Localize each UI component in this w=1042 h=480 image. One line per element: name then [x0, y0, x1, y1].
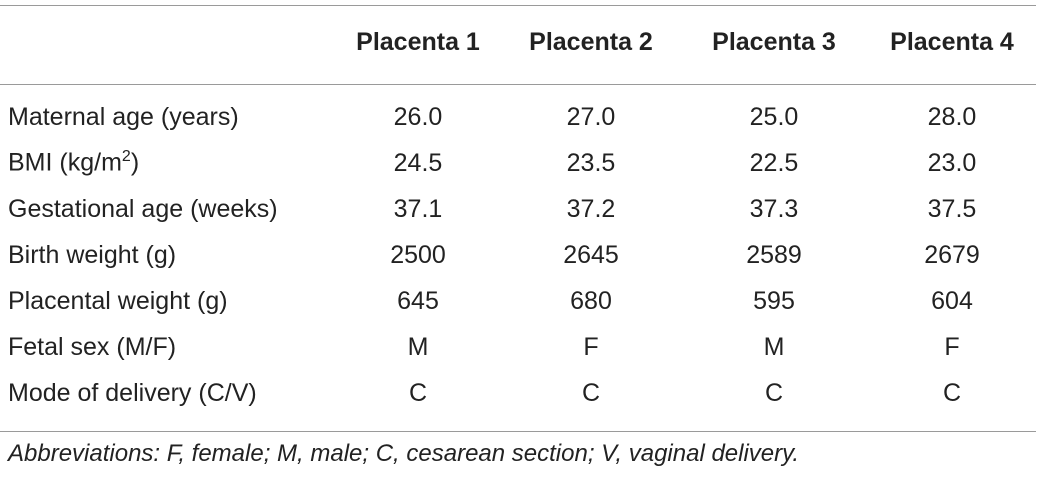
header-row: Placenta 1 Placenta 2 Placenta 3 Placent…: [0, 18, 1036, 66]
row-label: Gestational age (weeks): [8, 194, 278, 223]
table-row-placental-weight: Placental weight (g) 645 680 595 604: [0, 278, 1036, 324]
table-cell: 2679: [924, 240, 980, 269]
table-cell: F: [944, 332, 960, 361]
table-row-bmi: BMI (kg/m2) 24.5 23.5 22.5 23.0: [0, 140, 1036, 186]
table-cell: 595: [753, 286, 795, 315]
header-cell-placenta-4: Placenta 4: [890, 27, 1014, 56]
table-cell: 25.0: [749, 102, 799, 131]
table-row-fetal-sex: Fetal sex (M/F) M F M F: [0, 324, 1036, 370]
table-cell: 2589: [746, 240, 802, 269]
table-cell: 2500: [390, 240, 446, 269]
table-cell: 37.1: [393, 194, 443, 223]
table-footnote: Abbreviations: F, female; M, male; C, ce…: [8, 440, 800, 467]
row-label-main: BMI (kg/m: [8, 148, 122, 177]
table-cell: C: [408, 378, 428, 407]
table-cell: 23.5: [566, 148, 616, 177]
bottom-rule: [0, 431, 1036, 432]
table-cell: 22.5: [749, 148, 799, 177]
table-row-mode-of-delivery: Mode of delivery (C/V) C C C C: [0, 370, 1036, 416]
table-cell: 23.0: [927, 148, 977, 177]
row-label: Maternal age (years): [8, 102, 239, 131]
row-label-end: ): [130, 148, 140, 177]
table-cell: 26.0: [393, 102, 443, 131]
table-cell: 680: [570, 286, 612, 315]
table-row-gestational-age: Gestational age (weeks) 37.1 37.2 37.3 3…: [0, 186, 1036, 232]
table-cell: 37.3: [749, 194, 799, 223]
header-cell-placenta-1: Placenta 1: [356, 27, 480, 56]
row-label: Fetal sex (M/F): [8, 332, 177, 361]
table-cell: 645: [397, 286, 439, 315]
table-cell: 27.0: [566, 102, 616, 131]
table-cell: M: [763, 332, 785, 361]
table-cell: M: [407, 332, 429, 361]
table-cell: C: [581, 378, 601, 407]
row-label: BMI (kg/m2): [0, 140, 334, 186]
table-cell: 37.2: [566, 194, 616, 223]
table-cell: 28.0: [927, 102, 977, 131]
clinical-characteristics-table: Placenta 1 Placenta 2 Placenta 3 Placent…: [0, 18, 1036, 416]
table-row-maternal-age: Maternal age (years) 26.0 27.0 25.0 28.0: [0, 66, 1036, 140]
header-cell-placenta-2: Placenta 2: [529, 27, 653, 56]
table-cell: C: [764, 378, 784, 407]
table-row-birth-weight: Birth weight (g) 2500 2645 2589 2679: [0, 232, 1036, 278]
header-cell-label: [0, 18, 334, 66]
row-label: Placental weight (g): [8, 286, 228, 315]
table-cell: C: [942, 378, 962, 407]
row-label-superscript: 2: [121, 148, 131, 166]
table-cell: 604: [931, 286, 973, 315]
table-cell: F: [583, 332, 599, 361]
table-cell: 37.5: [927, 194, 977, 223]
top-rule: [0, 5, 1036, 6]
header-rule: [0, 84, 1036, 85]
table-cell: 2645: [563, 240, 619, 269]
table-cell: 24.5: [393, 148, 443, 177]
row-label: Mode of delivery (C/V): [8, 378, 257, 407]
row-label: Birth weight (g): [8, 240, 177, 269]
header-cell-placenta-3: Placenta 3: [712, 27, 836, 56]
